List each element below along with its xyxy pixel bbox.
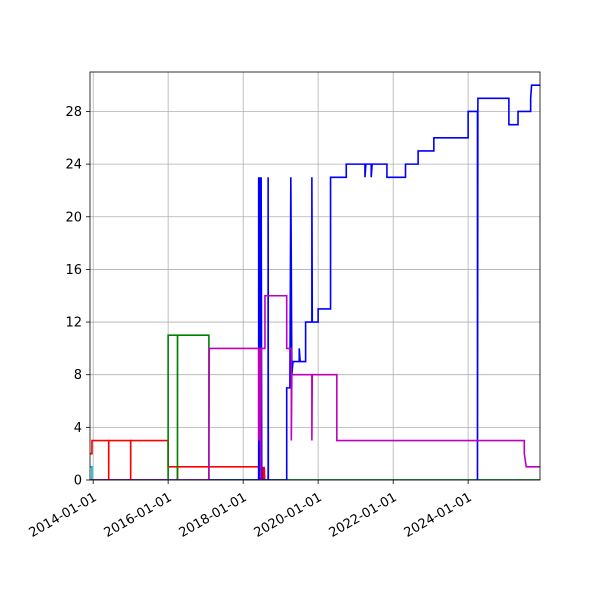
x-tick-label: 2014-01-01 (27, 490, 100, 541)
y-tick-label: 0 (74, 474, 82, 489)
series-line-1 (90, 466, 540, 480)
y-tick-label: 20 (65, 210, 82, 225)
series-layer (90, 84, 540, 480)
y-tick-label: 16 (65, 263, 82, 278)
grid-layer (90, 72, 540, 481)
axes-frame (89, 71, 541, 481)
y-tick-label: 24 (65, 158, 82, 173)
x-tick-label: 2024-01-01 (402, 490, 475, 541)
series-line-5 (90, 294, 540, 480)
x-tick-label: 2018-01-01 (177, 490, 250, 541)
y-tick-label: 12 (65, 316, 82, 331)
x-tick-label: 2020-01-01 (252, 490, 325, 541)
x-tick-label: 2016-01-01 (102, 490, 175, 541)
x-tick-label: 2022-01-01 (327, 490, 400, 541)
y-tick-label: 4 (74, 421, 82, 436)
y-tick-label: 28 (65, 105, 82, 120)
axes-layer (89, 71, 541, 481)
series-line-4 (90, 84, 540, 480)
plot-background (90, 72, 540, 480)
y-tick-label: 8 (74, 368, 82, 383)
